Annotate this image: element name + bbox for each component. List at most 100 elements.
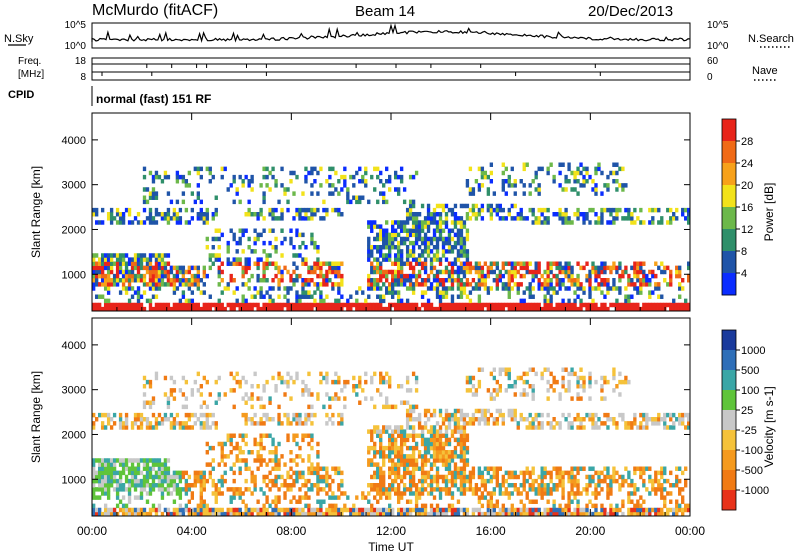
heatmap-cell (573, 306, 577, 312)
heatmap-cell (603, 511, 607, 517)
heatmap-cell (561, 367, 565, 372)
heatmap-cell (450, 207, 455, 213)
heatmap-cell (564, 286, 568, 291)
heatmap-cell (202, 478, 206, 484)
heatmap-cell (160, 212, 165, 217)
heatmap-cell (450, 302, 455, 308)
heatmap-cell (268, 503, 272, 509)
heatmap-cell (555, 261, 559, 266)
heatmap-cell (379, 507, 383, 513)
heatmap-cell (262, 216, 266, 221)
heatmap-cell (274, 503, 278, 509)
heatmap-cell (510, 216, 514, 221)
heatmap-cell (483, 495, 488, 500)
heatmap-cell (606, 379, 610, 385)
heatmap-cell (462, 412, 467, 418)
heatmap-cell (441, 236, 446, 242)
heatmap-cell (163, 269, 168, 275)
heatmap-cell (259, 257, 263, 262)
heatmap-cell (522, 265, 526, 271)
heatmap-cell (112, 474, 117, 480)
heatmap-cell (235, 441, 239, 447)
noise-right-tick-low: 10^0 (707, 41, 729, 52)
heatmap-cell (250, 187, 254, 192)
heatmap-cell (154, 302, 159, 308)
heatmap-cell (226, 454, 230, 459)
heatmap-cell (262, 191, 266, 196)
heatmap-cell (504, 507, 508, 513)
heatmap-cell (145, 298, 150, 304)
heatmap-cell (456, 278, 461, 283)
heatmap-cell (109, 306, 114, 312)
noise-left-tick-low: 10^0 (65, 41, 87, 52)
heatmap-cell (115, 458, 120, 463)
heatmap-cell (531, 466, 535, 471)
heatmap-cell (178, 298, 183, 304)
heatmap-cell (361, 507, 365, 513)
heatmap-cell (235, 379, 239, 385)
heatmap-cell (411, 273, 416, 279)
heatmap-cell (627, 273, 631, 279)
heatmap-cell (435, 474, 440, 480)
heatmap-cell (295, 441, 299, 447)
heatmap-cell (393, 306, 398, 312)
heatmap-cell (414, 458, 419, 463)
heatmap-cell (262, 458, 266, 463)
heatmap-cell (627, 306, 631, 312)
heatmap-cell (459, 450, 464, 455)
heatmap-cell (621, 269, 625, 275)
heatmap-cell (432, 278, 437, 283)
heatmap-cell (435, 212, 440, 217)
heatmap-cell (600, 261, 604, 266)
heatmap-cell (334, 466, 338, 471)
heatmap-cell (630, 278, 634, 283)
heatmap-cell (256, 273, 260, 279)
heatmap-cell (510, 269, 514, 275)
heatmap-cell (328, 507, 332, 513)
heatmap-cell (319, 474, 323, 480)
freq-tick-low: 8 (80, 72, 86, 83)
heatmap-cell (391, 228, 395, 233)
heatmap-cell (133, 412, 138, 418)
heatmap-cell (292, 278, 296, 283)
heatmap-cell (199, 478, 203, 484)
heatmap-cell (127, 478, 132, 484)
heatmap-cell (525, 302, 529, 308)
heatmap-cell (489, 392, 494, 397)
heatmap-cell (202, 503, 206, 509)
heatmap-cell (678, 507, 682, 513)
heatmap-cell (172, 388, 177, 393)
heatmap-cell (435, 245, 440, 250)
heatmap-cell (414, 228, 419, 233)
heatmap-cell (543, 491, 547, 496)
heatmap-cell (109, 253, 114, 258)
heatmap-cell (513, 191, 517, 196)
heatmap-cell (160, 265, 165, 271)
heatmap-cell (136, 220, 141, 225)
heatmap-cell (133, 495, 138, 500)
heatmap-cell (462, 282, 467, 287)
heatmap-cell (495, 478, 499, 484)
heatmap-cell (340, 294, 344, 299)
heatmap-cell (522, 273, 526, 279)
heatmap-cell (103, 412, 108, 418)
heatmap-cell (241, 412, 245, 418)
heatmap-cell (435, 269, 440, 275)
heatmap-cell (411, 199, 416, 205)
heatmap-cell (391, 437, 395, 443)
heatmap-cell (528, 487, 532, 492)
heatmap-cell (618, 379, 622, 385)
heatmap-cell (546, 265, 550, 271)
heatmap-cell (295, 412, 299, 418)
heatmap-cell (588, 499, 592, 504)
heatmap-cell (441, 478, 446, 484)
heatmap-cell (576, 396, 580, 401)
heatmap-cell (259, 458, 263, 463)
heatmap-cell (277, 412, 281, 418)
heatmap-cell (480, 207, 485, 213)
heatmap-cell (241, 458, 245, 463)
heatmap-cell (678, 412, 682, 418)
heatmap-cell (307, 511, 311, 517)
heatmap-cell (379, 437, 383, 443)
heatmap-cell (319, 503, 323, 509)
